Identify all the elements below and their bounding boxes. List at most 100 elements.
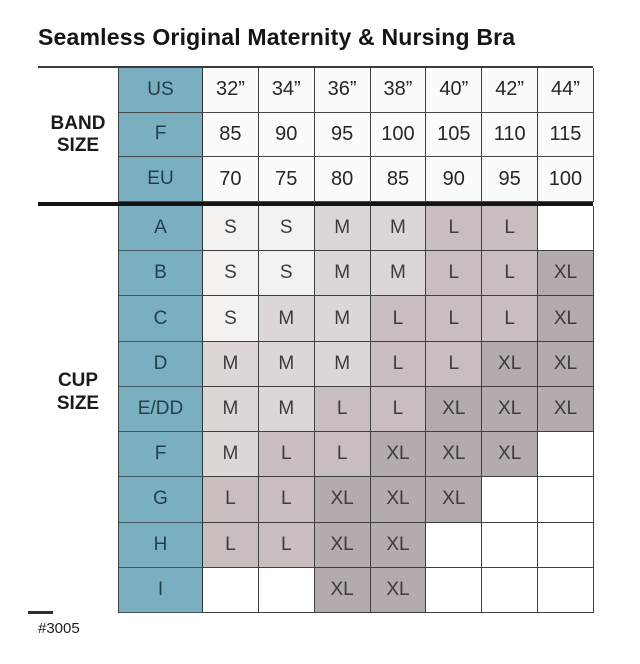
cup-row-header-cell: D <box>119 341 203 387</box>
size-cell: L <box>426 206 483 252</box>
size-cell: M <box>314 341 371 387</box>
band-value-cell: 40” <box>426 68 483 113</box>
style-number: #3005 <box>38 620 80 637</box>
empty-size-cell <box>426 522 483 568</box>
empty-size-cell <box>538 477 594 523</box>
band-value-cell: 90 <box>258 112 315 158</box>
size-cell: L <box>258 432 315 478</box>
size-cell: XL <box>482 341 539 387</box>
cup-row-header-cell: B <box>119 251 203 297</box>
size-cell: XL <box>426 477 483 523</box>
empty-size-cell <box>482 567 539 613</box>
size-cell: XL <box>370 522 427 568</box>
band-row-header-cell: US <box>119 68 203 113</box>
size-chart-table: BAND SIZE US 32” 34” 36” 38” 40” 42” 44” F 85 90 95… <box>38 66 594 613</box>
band-value-cell: 85 <box>203 112 259 158</box>
page-title: Seamless Original Maternity & Nursing Br… <box>38 24 516 50</box>
size-cell: L <box>370 341 427 387</box>
size-cell: M <box>314 296 371 342</box>
cup-size-label: CUP SIZE <box>38 206 118 613</box>
size-cell: M <box>203 386 259 433</box>
band-value-cell: 95 <box>314 112 371 158</box>
size-cell: XL <box>370 432 427 478</box>
band-value-cell: 100 <box>370 112 427 158</box>
band-value-cell: 95 <box>482 157 539 202</box>
cup-row-header-cell: I <box>119 567 203 613</box>
size-cell: XL <box>482 386 539 433</box>
size-cell: S <box>203 296 259 342</box>
size-cell: XL <box>538 251 594 297</box>
band-value-cell: 44” <box>538 68 594 113</box>
cup-row-header-cell: C <box>119 296 203 342</box>
size-cell: S <box>258 206 315 252</box>
bottom-left-tick <box>28 611 53 614</box>
band-value-cell: 75 <box>258 157 315 202</box>
band-value-cell: 100 <box>538 157 594 202</box>
size-cell: L <box>482 296 539 342</box>
size-cell: XL <box>370 477 427 523</box>
band-size-label-text: BAND SIZE <box>50 112 106 156</box>
empty-size-cell <box>426 567 483 613</box>
band-grid: US 32” 34” 36” 38” 40” 42” 44” F 85 90 95 100 105 110 1… <box>118 68 594 202</box>
empty-size-cell <box>538 206 594 252</box>
size-cell: L <box>314 432 371 478</box>
band-cup-divider <box>38 202 593 206</box>
size-cell: M <box>258 296 315 342</box>
empty-size-cell <box>538 567 594 613</box>
size-cell: L <box>370 386 427 433</box>
band-size-label: BAND SIZE <box>38 68 118 202</box>
size-cell: M <box>258 341 315 387</box>
cup-row-header-cell: E/DD <box>119 386 203 433</box>
size-cell: M <box>370 206 427 252</box>
size-cell: XL <box>538 386 594 433</box>
size-cell: L <box>426 296 483 342</box>
size-cell: L <box>203 522 259 568</box>
band-value-cell: 42” <box>482 68 539 113</box>
band-row-header-cell: F <box>119 112 203 158</box>
size-cell: XL <box>426 432 483 478</box>
band-value-cell: 36” <box>314 68 371 113</box>
empty-size-cell <box>538 522 594 568</box>
band-row-header-cell: EU <box>119 157 203 202</box>
size-cell: M <box>203 432 259 478</box>
band-value-cell: 34” <box>258 68 315 113</box>
cup-size-label-text: CUP SIZE <box>56 370 100 414</box>
size-cell: XL <box>314 567 371 613</box>
cup-row-header-cell: H <box>119 522 203 568</box>
size-cell: L <box>482 251 539 297</box>
size-cell: M <box>203 341 259 387</box>
size-cell: XL <box>314 477 371 523</box>
size-cell: L <box>258 477 315 523</box>
size-cell: L <box>482 206 539 252</box>
band-value-cell: 110 <box>482 112 539 158</box>
cup-row-header-cell: G <box>119 477 203 523</box>
size-cell: L <box>370 296 427 342</box>
size-cell: L <box>258 522 315 568</box>
empty-size-cell <box>203 567 259 613</box>
size-cell: M <box>314 206 371 252</box>
band-value-cell: 32” <box>203 68 259 113</box>
band-value-cell: 105 <box>426 112 483 158</box>
band-value-cell: 70 <box>203 157 259 202</box>
size-cell: S <box>203 206 259 252</box>
size-cell: M <box>314 251 371 297</box>
band-value-cell: 80 <box>314 157 371 202</box>
empty-size-cell <box>482 477 539 523</box>
empty-size-cell <box>538 432 594 478</box>
size-cell: XL <box>370 567 427 613</box>
band-value-cell: 115 <box>538 112 594 158</box>
cup-row-header-cell: F <box>119 432 203 478</box>
size-cell: L <box>426 341 483 387</box>
size-cell: XL <box>314 522 371 568</box>
table-top-border <box>38 66 593 68</box>
empty-size-cell <box>258 567 315 613</box>
size-cell: XL <box>426 386 483 433</box>
size-cell: L <box>203 477 259 523</box>
cup-row-header-cell: A <box>119 206 203 252</box>
size-cell: M <box>370 251 427 297</box>
size-cell: XL <box>538 341 594 387</box>
size-cell: S <box>203 251 259 297</box>
band-value-cell: 90 <box>426 157 483 202</box>
band-value-cell: 85 <box>370 157 427 202</box>
size-cell: L <box>426 251 483 297</box>
